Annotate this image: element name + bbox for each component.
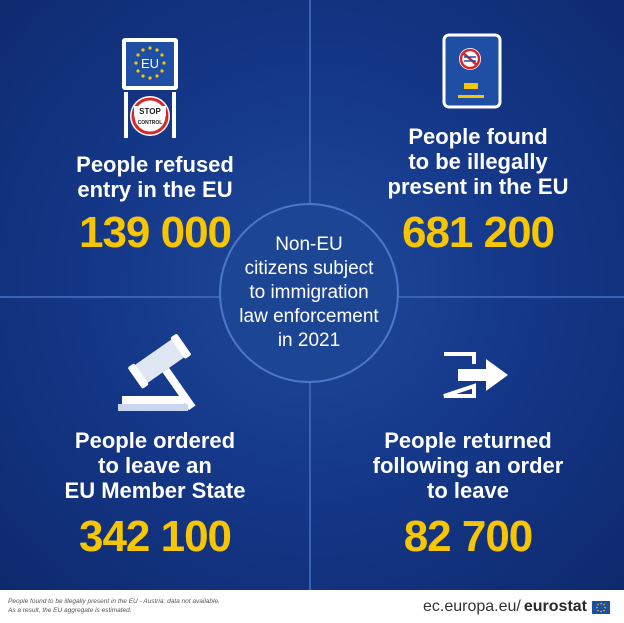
eu-stop-sign-icon: EU STOP CONTROL <box>120 36 182 145</box>
infographic-panel: EU STOP CONTROL People refused entry in … <box>0 0 624 590</box>
control-text: CONTROL <box>138 120 163 126</box>
passport-icon <box>442 33 502 114</box>
value-returned: 82 700 <box>403 512 534 561</box>
label-ordered: People ordered to leave an EU Member Sta… <box>64 428 246 503</box>
center-text: Non-EU citizens subject to immigration l… <box>239 234 379 351</box>
stop-text: STOP <box>139 107 161 116</box>
footer-note: People found to be illegally present in … <box>8 598 220 614</box>
gavel-icon <box>116 330 216 419</box>
label-returned: People returned following an order to le… <box>372 428 564 503</box>
eu-sign-text: EU <box>141 56 159 71</box>
label-illegal: People found to be illegally present in … <box>387 124 569 199</box>
exit-arrow-icon <box>440 350 512 405</box>
value-refused: 139 000 <box>78 208 232 257</box>
value-ordered: 342 100 <box>78 512 232 561</box>
brand-name: eurostat <box>523 598 587 615</box>
center-circle: Non-EU citizens subject to immigration l… <box>219 203 399 383</box>
value-illegal: 681 200 <box>401 208 555 257</box>
brand-url-prefix: ec.europa.eu/ <box>423 598 521 615</box>
eu-flag-icon <box>592 600 610 614</box>
eurostat-brand[interactable]: ec.europa.eu/eurostat <box>423 598 610 616</box>
label-refused: People refused entry in the EU <box>76 152 234 202</box>
